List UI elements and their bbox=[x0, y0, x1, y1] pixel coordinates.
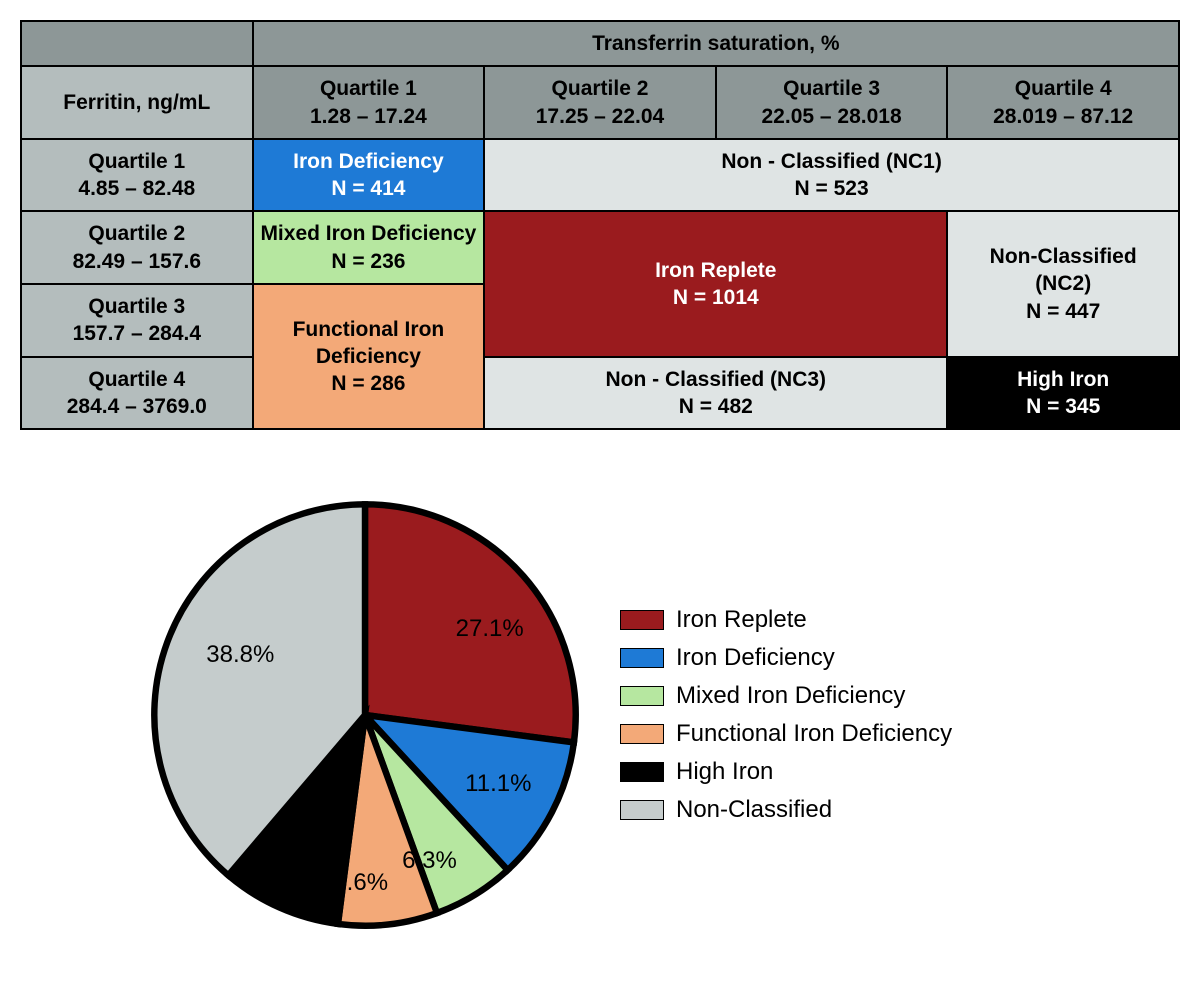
pie-label-mixed: 6.3% bbox=[402, 847, 457, 875]
cell-functional: Functional Iron Deficiency N = 286 bbox=[253, 284, 485, 429]
legend-label: Functional Iron Deficiency bbox=[676, 720, 952, 748]
pie-label-iron_replete: 27.1% bbox=[456, 615, 524, 643]
corner-cell bbox=[21, 21, 253, 66]
cell-nc1: Non - Classified (NC1) N = 523 bbox=[484, 139, 1179, 212]
legend-label: Non-Classified bbox=[676, 796, 832, 824]
legend-label: High Iron bbox=[676, 758, 773, 786]
legend-swatch bbox=[620, 610, 664, 630]
legend-label: Iron Deficiency bbox=[676, 644, 835, 672]
pie-svg bbox=[150, 500, 580, 930]
col-header-q1: Quartile 1 1.28 – 17.24 bbox=[253, 66, 485, 139]
legend-swatch bbox=[620, 648, 664, 668]
col-header-q2: Quartile 2 17.25 – 22.04 bbox=[484, 66, 716, 139]
legend-swatch bbox=[620, 800, 664, 820]
cell-iron-deficiency: Iron Deficiency N = 414 bbox=[253, 139, 485, 212]
legend-row: Functional Iron Deficiency bbox=[620, 720, 952, 748]
row-header-title: Ferritin, ng/mL bbox=[21, 66, 253, 139]
legend-swatch bbox=[620, 724, 664, 744]
legend-label: Mixed Iron Deficiency bbox=[676, 682, 905, 710]
pie-label-high_iron: 9.2% bbox=[252, 835, 307, 863]
legend: Iron Replete Iron Deficiency Mixed Iron De… bbox=[620, 606, 952, 824]
legend-row: Iron Deficiency bbox=[620, 644, 952, 672]
col-header-range: 1.28 – 17.24 bbox=[260, 103, 478, 130]
legend-row: Mixed Iron Deficiency bbox=[620, 682, 952, 710]
legend-label: Iron Replete bbox=[676, 606, 807, 634]
top-header: Transferrin saturation, % bbox=[253, 21, 1179, 66]
cell-iron-replete: Iron Replete N = 1014 bbox=[484, 211, 947, 356]
row-header-q1: Quartile 1 4.85 – 82.48 bbox=[21, 139, 253, 212]
bottom-panel: 27.1% 11.1% 6.3% 7.6% 9.2% 38.8% Iron Replete… bbox=[20, 500, 1180, 930]
legend-row: Non-Classified bbox=[620, 796, 952, 824]
col-header-q3: Quartile 3 22.05 – 28.018 bbox=[716, 66, 948, 139]
pie-label-functional: 7.6% bbox=[333, 869, 388, 897]
row-header-q4: Quartile 4 284.4 – 3769.0 bbox=[21, 357, 253, 430]
cell-mixed: Mixed Iron Deficiency N = 236 bbox=[253, 211, 485, 284]
col-header-q4: Quartile 4 28.019 – 87.12 bbox=[947, 66, 1179, 139]
col-header-title: Quartile 1 bbox=[260, 75, 478, 102]
legend-swatch bbox=[620, 762, 664, 782]
legend-swatch bbox=[620, 686, 664, 706]
cell-high-iron: High Iron N = 345 bbox=[947, 357, 1179, 430]
row-header-q2: Quartile 2 82.49 – 157.6 bbox=[21, 211, 253, 284]
cell-nc3: Non - Classified (NC3) N = 482 bbox=[484, 357, 947, 430]
pie-label-non_classified: 38.8% bbox=[206, 641, 274, 669]
cell-nc2: Non-Classified (NC2) N = 447 bbox=[947, 211, 1179, 356]
pie-chart: 27.1% 11.1% 6.3% 7.6% 9.2% 38.8% bbox=[150, 500, 580, 930]
classification-table: Transferrin saturation, % Ferritin, ng/m… bbox=[20, 20, 1180, 430]
pie-label-iron_deficiency: 11.1% bbox=[465, 770, 531, 798]
legend-row: High Iron bbox=[620, 758, 952, 786]
table: Transferrin saturation, % Ferritin, ng/m… bbox=[20, 20, 1180, 430]
legend-row: Iron Replete bbox=[620, 606, 952, 634]
row-header-q3: Quartile 3 157.7 – 284.4 bbox=[21, 284, 253, 357]
